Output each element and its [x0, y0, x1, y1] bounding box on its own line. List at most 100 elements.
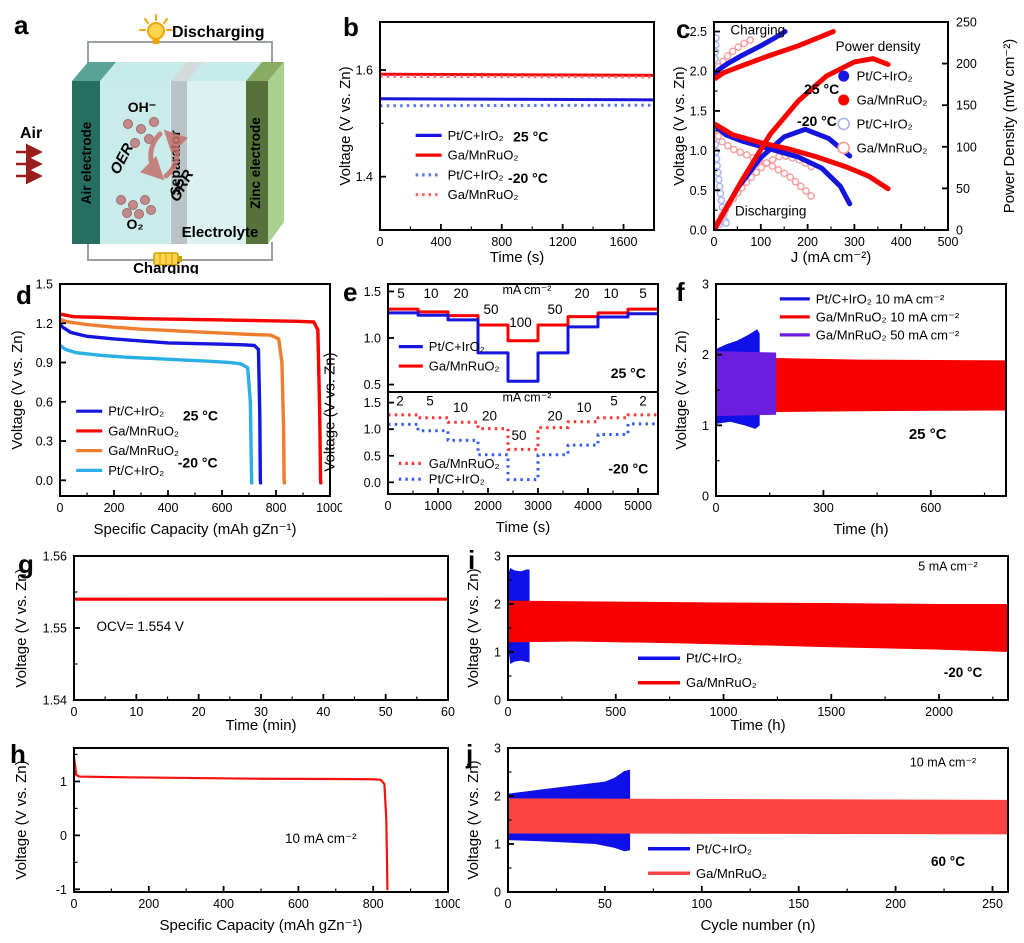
- bulb-icon: [139, 14, 173, 44]
- svg-text:1.5: 1.5: [364, 396, 381, 410]
- svg-text:Pt/C+IrO₂ 10 mA cm⁻²: Pt/C+IrO₂ 10 mA cm⁻²: [816, 291, 945, 306]
- svg-text:300: 300: [844, 235, 865, 249]
- svg-text:20: 20: [192, 705, 206, 719]
- svg-text:60 °C: 60 °C: [931, 854, 965, 869]
- svg-text:25 °C: 25 °C: [611, 365, 646, 381]
- svg-text:Voltage (V vs. Zn): Voltage (V vs. Zn): [9, 330, 26, 449]
- svg-text:1.5: 1.5: [36, 278, 53, 292]
- svg-text:0: 0: [60, 829, 67, 843]
- svg-text:Ga/MnRuO₂: Ga/MnRuO₂: [448, 148, 519, 163]
- svg-text:1.0: 1.0: [690, 144, 707, 158]
- svg-text:600: 600: [212, 501, 233, 515]
- panel-g-chart: 0 10 20 30 40 50 60 1.54 1.55 1.56 Time (min) Volta…: [12, 550, 460, 738]
- svg-text:-20 °C: -20 °C: [797, 113, 837, 129]
- svg-text:0.5: 0.5: [364, 449, 381, 463]
- air-electrode-top-face: [72, 62, 116, 81]
- panel-label-b: b: [343, 12, 359, 42]
- svg-text:3000: 3000: [524, 499, 552, 513]
- svg-text:0.9: 0.9: [36, 356, 53, 370]
- svg-text:2: 2: [702, 348, 709, 362]
- svg-text:1.56: 1.56: [43, 550, 67, 564]
- air-electrode-slab: [72, 81, 100, 244]
- svg-text:Pt/C+IrO₂: Pt/C+IrO₂: [696, 841, 752, 856]
- svg-text:1.55: 1.55: [43, 622, 67, 636]
- svg-text:Charging: Charging: [730, 22, 785, 37]
- svg-text:2.5: 2.5: [690, 25, 707, 39]
- svg-text:2: 2: [396, 393, 404, 408]
- svg-text:Voltage (V vs. Zn): Voltage (V vs. Zn): [673, 330, 690, 449]
- zinc-electrode-side-face: [268, 62, 284, 244]
- svg-text:100: 100: [509, 315, 532, 330]
- svg-text:5000: 5000: [624, 499, 652, 513]
- svg-text:50: 50: [483, 302, 498, 317]
- svg-text:10: 10: [576, 400, 591, 415]
- svg-text:-1: -1: [56, 883, 67, 897]
- svg-text:0.0: 0.0: [36, 474, 53, 488]
- svg-text:-20 °C: -20 °C: [944, 665, 983, 680]
- svg-text:400: 400: [430, 235, 451, 249]
- svg-text:2: 2: [494, 598, 501, 612]
- svg-text:800: 800: [266, 501, 287, 515]
- svg-text:1.2: 1.2: [36, 317, 53, 331]
- svg-text:25 °C: 25 °C: [909, 426, 947, 443]
- svg-text:50: 50: [547, 302, 562, 317]
- svg-text:25 °C: 25 °C: [804, 81, 839, 97]
- svg-text:Discharging: Discharging: [735, 203, 806, 218]
- svg-text:5: 5: [610, 393, 618, 408]
- svg-text:Ga/MnRuO₂ 50 mA cm⁻²: Ga/MnRuO₂ 50 mA cm⁻²: [816, 327, 960, 342]
- svg-text:5: 5: [639, 286, 647, 301]
- svg-text:200: 200: [956, 57, 977, 71]
- svg-text:2000: 2000: [474, 499, 502, 513]
- svg-text:1500: 1500: [817, 705, 845, 719]
- svg-text:Power density: Power density: [836, 39, 921, 54]
- svg-text:1: 1: [702, 419, 709, 433]
- svg-text:5: 5: [397, 286, 405, 301]
- svg-text:4000: 4000: [574, 499, 602, 513]
- svg-text:150: 150: [956, 99, 977, 113]
- oer-arrow: [139, 131, 165, 181]
- svg-text:3: 3: [494, 742, 501, 756]
- air-flow-arrows: [16, 143, 43, 185]
- svg-text:60: 60: [441, 705, 455, 719]
- svg-text:1.4: 1.4: [356, 170, 373, 184]
- svg-text:2: 2: [639, 393, 647, 408]
- svg-text:1000: 1000: [316, 501, 342, 515]
- svg-text:0: 0: [385, 499, 392, 513]
- svg-text:50: 50: [511, 428, 526, 443]
- svg-text:0.5: 0.5: [690, 184, 707, 198]
- svg-text:1.6: 1.6: [356, 64, 373, 78]
- svg-text:0.0: 0.0: [690, 224, 707, 238]
- svg-text:1: 1: [494, 838, 501, 852]
- svg-text:250: 250: [982, 897, 1003, 911]
- svg-text:Time (s): Time (s): [490, 249, 544, 266]
- svg-text:0: 0: [711, 235, 718, 249]
- panel-f-chart: 0 300 600 0 1 2 3 Time (h) Voltage (V vs. Zn) 25 …: [672, 278, 1022, 542]
- svg-text:Time (s): Time (s): [496, 519, 550, 536]
- svg-text:-20 °C: -20 °C: [508, 170, 548, 186]
- svg-text:1000: 1000: [434, 897, 460, 911]
- panel-i-chart: 0 500 1000 1500 2000 0 1 2 3 Time (h) Voltage (V v…: [464, 550, 1020, 738]
- panel-h-chart: 0 200 400 600 800 1000 -1 0 1 Specific Capacity (…: [12, 742, 462, 938]
- svg-text:Ga/MnRuO₂: Ga/MnRuO₂: [108, 423, 179, 438]
- svg-text:250: 250: [956, 16, 977, 30]
- svg-text:Voltage (V vs. Zn): Voltage (V vs. Zn): [671, 66, 688, 185]
- battery-schematic: Discharging Air electrode Separator Zinc…: [16, 14, 284, 274]
- svg-text:1.0: 1.0: [364, 423, 381, 437]
- svg-text:10: 10: [129, 705, 143, 719]
- svg-text:Pt/C+IrO₂: Pt/C+IrO₂: [108, 404, 164, 419]
- svg-text:Pt/C+IrO₂: Pt/C+IrO₂: [857, 116, 913, 131]
- svg-text:1.0: 1.0: [364, 332, 381, 346]
- svg-text:mA cm⁻²: mA cm⁻²: [503, 392, 552, 405]
- svg-text:Cycle number (n): Cycle number (n): [700, 917, 815, 934]
- svg-text:600: 600: [920, 501, 941, 515]
- svg-text:Ga/MnRuO₂: Ga/MnRuO₂: [429, 456, 500, 471]
- svg-text:0: 0: [702, 490, 709, 504]
- svg-text:Ga/MnRuO₂: Ga/MnRuO₂: [857, 93, 928, 108]
- svg-text:0: 0: [377, 235, 384, 249]
- svg-text:5: 5: [426, 393, 434, 408]
- o2-label: O₂: [126, 216, 143, 232]
- panel-e-bottom-chart: 0 1000 2000 3000 4000 5000 0.0 0.5 1.0 1.5 Time (s…: [342, 391, 668, 540]
- svg-text:100: 100: [691, 897, 712, 911]
- svg-text:600: 600: [288, 897, 309, 911]
